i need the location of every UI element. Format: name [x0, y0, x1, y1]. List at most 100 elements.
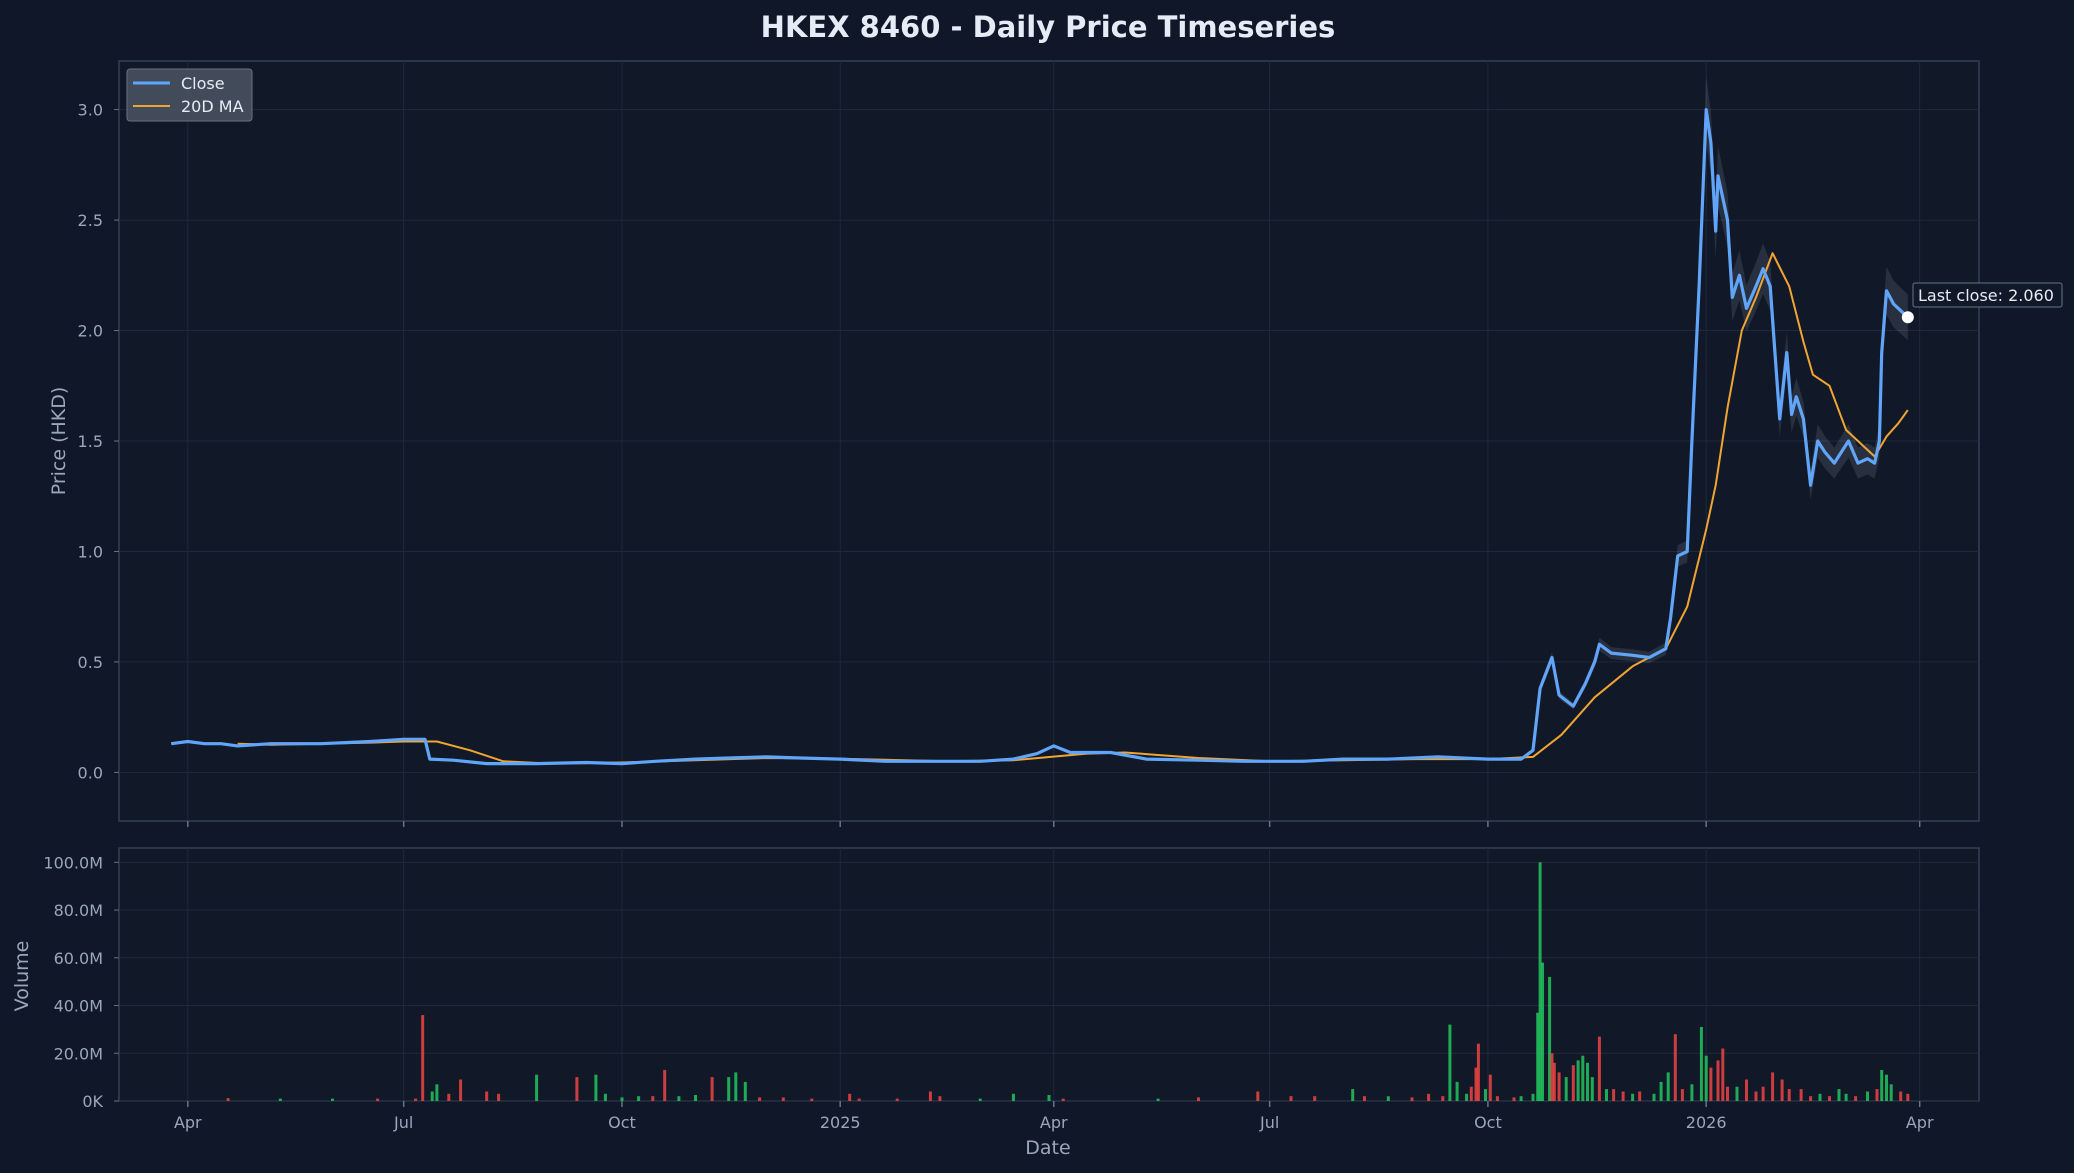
volume-bar [331, 1098, 334, 1101]
volume-bar [1474, 1067, 1478, 1101]
volume-bar [1289, 1096, 1293, 1101]
volume-y-tick-label: 40.0M [54, 997, 103, 1016]
volume-bar [1906, 1093, 1910, 1101]
volume-bar [758, 1097, 762, 1101]
volume-bar [637, 1096, 641, 1101]
volume-bar [1597, 1036, 1601, 1101]
volume-bar [857, 1098, 861, 1101]
volume-bar [1680, 1089, 1684, 1101]
volume-bar [1541, 962, 1544, 1101]
volume-bar [1476, 1043, 1480, 1101]
volume-bar [1709, 1067, 1713, 1101]
legend-close-label: Close [181, 74, 225, 93]
volume-bar [710, 1077, 714, 1101]
volume-bar [1638, 1091, 1642, 1101]
volume-bar [1704, 1055, 1708, 1101]
annotation-box [1912, 282, 2063, 308]
volume-bar [1519, 1096, 1523, 1101]
volume-bar [1536, 1012, 1540, 1101]
volume-bar [1652, 1093, 1656, 1101]
volume-bar [1659, 1081, 1663, 1101]
volume-bar [1745, 1079, 1748, 1101]
volume-bar [1761, 1086, 1765, 1101]
volume-bar [743, 1081, 747, 1101]
volume-bar [651, 1096, 655, 1101]
price-gridlines [119, 61, 1979, 821]
x-tick-label: Apr [174, 1113, 202, 1132]
volume-bar [414, 1098, 418, 1101]
volume-bar [1557, 1072, 1561, 1101]
volume-bar [1787, 1089, 1791, 1101]
volume-bar [1721, 1048, 1725, 1101]
volume-bar [1047, 1095, 1051, 1101]
x-tick-label: 2025 [820, 1113, 861, 1132]
volume-x-axis: Apr Jul Oct 2025 Apr Jul Oct 2026 Apr [174, 1101, 1934, 1132]
volume-bar [1581, 1055, 1585, 1101]
volume-y-tick-label: 100.0M [43, 853, 103, 872]
volume-bars [226, 862, 1910, 1101]
volume-bar [1427, 1093, 1431, 1101]
legend: Close 20D MA [126, 68, 253, 122]
volume-y-axis: 0K 20.0M 40.0M 60.0M 80.0M 100.0M [43, 853, 119, 1111]
volume-bar [1197, 1097, 1200, 1101]
volume-bar [1455, 1081, 1459, 1101]
volume-bar [1716, 1060, 1720, 1101]
volume-bar [848, 1093, 852, 1101]
volume-bar [1564, 1077, 1568, 1101]
x-tick-label: Apr [1040, 1113, 1068, 1132]
volume-bar [1754, 1091, 1758, 1101]
legend-ma-label: 20D MA [181, 97, 244, 116]
volume-bar [1828, 1096, 1831, 1101]
volume-y-tick-label: 60.0M [54, 949, 103, 968]
volume-bar [1469, 1086, 1473, 1101]
price-y-tick-label: 0.5 [78, 653, 103, 672]
volume-bar [459, 1079, 463, 1101]
volume-bar [1699, 1027, 1703, 1101]
volume-bar [1531, 1093, 1535, 1101]
volume-bar [1465, 1093, 1469, 1101]
volume-bar [895, 1098, 899, 1101]
volume-y-axis-label: Volume [11, 941, 33, 1012]
volume-bar [938, 1096, 942, 1101]
price-y-tick-label: 2.0 [78, 322, 103, 341]
volume-bar [978, 1098, 982, 1101]
volume-bar [1735, 1086, 1739, 1101]
volume-bar [620, 1097, 624, 1101]
volume-bar [1386, 1096, 1390, 1101]
volume-bar [1605, 1089, 1608, 1101]
volume-y-tick-label: 20.0M [54, 1044, 103, 1063]
x-tick-label: 2026 [1686, 1113, 1727, 1132]
volume-bar [430, 1091, 434, 1101]
volume-bar [1448, 1024, 1452, 1101]
x-tick-label: Oct [608, 1113, 636, 1132]
volume-bar [485, 1091, 489, 1101]
price-y-axis: 0.0 0.5 1.0 1.5 2.0 2.5 3.0 [78, 101, 119, 782]
volume-bar [1571, 1065, 1575, 1101]
volume-bar [663, 1070, 667, 1101]
volume-bar [594, 1074, 598, 1101]
volume-bar [727, 1077, 731, 1101]
volume-bar [1484, 1089, 1487, 1101]
volume-bar [575, 1077, 579, 1101]
volume-bar [1844, 1093, 1848, 1101]
volume-bar [376, 1098, 380, 1101]
volume-bar [1631, 1093, 1635, 1101]
volume-bar [677, 1096, 681, 1101]
volume-bar [1495, 1096, 1499, 1101]
volume-bar [1363, 1096, 1366, 1101]
volume-bar [1673, 1034, 1677, 1101]
volume-bar [1550, 1053, 1554, 1101]
volume-bar [1799, 1089, 1803, 1101]
volume-bar [1538, 862, 1542, 1101]
volume-bar [226, 1098, 230, 1101]
volume-bar [1854, 1096, 1858, 1101]
volume-bar [1837, 1089, 1841, 1101]
volume-bar [1889, 1084, 1893, 1101]
volume-bar [694, 1095, 697, 1101]
volume-bar [1061, 1098, 1065, 1101]
volume-bar [1548, 976, 1552, 1101]
volume-bar [1156, 1098, 1160, 1101]
x-axis-label: Date [1025, 1137, 1070, 1159]
